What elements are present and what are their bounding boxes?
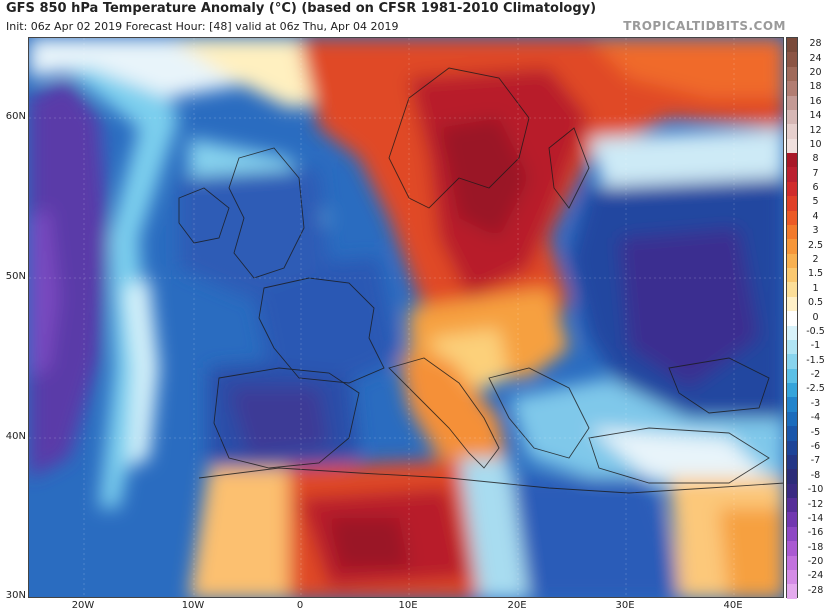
colorbar-segment bbox=[787, 239, 797, 254]
colorbar-segment bbox=[787, 81, 797, 96]
colorbar-segment bbox=[787, 224, 797, 240]
colorbar-tick-label: 18 bbox=[809, 81, 822, 93]
anomaly-map-canvas bbox=[29, 38, 783, 597]
colorbar-tick-label: -3 bbox=[810, 397, 821, 409]
colorbar-tick-label: 12 bbox=[809, 124, 822, 136]
lat-label-50n: 50N bbox=[5, 271, 26, 282]
lat-label-60n: 60N bbox=[5, 111, 26, 122]
colorbar-tick-label: -16 bbox=[807, 527, 824, 539]
lon-label-20w: 20W bbox=[71, 600, 95, 611]
colorbar-tick-label: 14 bbox=[809, 110, 822, 122]
colorbar-segment bbox=[787, 325, 797, 340]
colorbar-tick-label: 7 bbox=[812, 167, 819, 179]
colorbar-tick-label: 1 bbox=[812, 282, 819, 294]
colorbar-tick-label: 0 bbox=[812, 311, 819, 323]
colorbar-segment bbox=[787, 95, 797, 110]
colorbar-segment bbox=[787, 268, 797, 283]
lon-label-40e: 40E bbox=[723, 600, 743, 611]
colorbar-tick-label: -2.5 bbox=[806, 383, 825, 395]
colorbar-segment bbox=[787, 311, 797, 326]
colorbar-segment bbox=[787, 124, 797, 139]
colorbar-tick-label: 16 bbox=[809, 95, 822, 107]
colorbar-segment bbox=[787, 368, 797, 383]
colorbar-tick-label: 2.5 bbox=[807, 239, 824, 251]
colorbar-tick-label: 0.5 bbox=[807, 297, 824, 309]
colorbar-segment bbox=[787, 526, 797, 542]
colorbar-tick-label: -12 bbox=[807, 498, 824, 510]
colorbar-tick-label: -28 bbox=[807, 584, 824, 596]
lon-label-30e: 30E bbox=[615, 600, 635, 611]
colorbar-tick-label: -1.5 bbox=[806, 354, 825, 366]
colorbar-segment bbox=[787, 383, 797, 398]
lon-label-10e: 10E bbox=[398, 600, 418, 611]
colorbar-tick-label: 20 bbox=[809, 66, 822, 78]
colorbar-tick-label: 2 bbox=[812, 253, 819, 265]
colorbar-segment bbox=[787, 397, 797, 412]
colorbar-tick-label: -14 bbox=[807, 512, 824, 524]
colorbar-tick-label: -20 bbox=[807, 556, 824, 568]
map-title: GFS 850 hPa Temperature Anomaly (°C) (ba… bbox=[6, 1, 597, 16]
colorbar-tick-label: -5 bbox=[810, 426, 821, 438]
colorbar-segment bbox=[787, 483, 797, 498]
colorbar-segment bbox=[787, 66, 797, 82]
colorbar-segment bbox=[787, 469, 797, 484]
colorbar-tick-label: -2 bbox=[810, 369, 821, 381]
colorbar-tick-label: -8 bbox=[810, 469, 821, 481]
colorbar-segment bbox=[787, 210, 797, 225]
colorbar-segment bbox=[787, 440, 797, 455]
colorbar-segment bbox=[787, 52, 797, 67]
site-brand: TROPICALTIDBITS.COM bbox=[623, 19, 786, 33]
colorbar-legend bbox=[786, 37, 798, 599]
colorbar-tick-label: 6 bbox=[812, 182, 819, 194]
colorbar-segment bbox=[787, 109, 797, 125]
colorbar-segment bbox=[787, 569, 797, 585]
colorbar-segment bbox=[787, 167, 797, 182]
colorbar-tick-label: -7 bbox=[810, 455, 821, 467]
colorbar-tick-label: 1.5 bbox=[807, 268, 824, 280]
colorbar-segment bbox=[787, 584, 797, 599]
colorbar-segment bbox=[787, 253, 797, 268]
colorbar-tick-label: 24 bbox=[809, 52, 822, 64]
colorbar-segment bbox=[787, 512, 797, 527]
colorbar-tick-label: -0.5 bbox=[806, 325, 825, 337]
colorbar-tick-label: -6 bbox=[810, 440, 821, 452]
colorbar-tick-label: 3 bbox=[812, 225, 819, 237]
colorbar-tick-label: -4 bbox=[810, 412, 821, 424]
lon-label-20e: 20E bbox=[507, 600, 527, 611]
colorbar-segment bbox=[787, 498, 797, 513]
lat-label-40n: 40N bbox=[5, 431, 26, 442]
colorbar-tick-label: -24 bbox=[807, 570, 824, 582]
colorbar-segment bbox=[787, 38, 797, 53]
run-info: Init: 06z Apr 02 2019 Forecast Hour: [48… bbox=[6, 20, 399, 33]
colorbar-segment bbox=[787, 296, 797, 312]
colorbar-segment bbox=[787, 339, 797, 355]
colorbar-tick-label: 28 bbox=[809, 38, 822, 50]
colorbar-tick-label: 8 bbox=[812, 153, 819, 165]
colorbar-segment bbox=[787, 541, 797, 556]
colorbar-segment bbox=[787, 153, 797, 168]
colorbar-tick-label: -1 bbox=[810, 340, 821, 352]
anomaly-map bbox=[28, 37, 784, 598]
lon-label-0: 0 bbox=[296, 600, 304, 611]
colorbar-segment bbox=[787, 454, 797, 470]
colorbar-tick-label: 10 bbox=[809, 138, 822, 150]
colorbar-segment bbox=[787, 426, 797, 441]
colorbar-segment bbox=[787, 196, 797, 211]
colorbar-tick-label: -10 bbox=[807, 484, 824, 496]
colorbar-segment bbox=[787, 555, 797, 570]
colorbar-tick-label: 5 bbox=[812, 196, 819, 208]
colorbar-tick-label: 4 bbox=[812, 210, 819, 222]
lon-label-10w: 10W bbox=[181, 600, 205, 611]
colorbar-segment bbox=[787, 354, 797, 369]
colorbar-segment bbox=[787, 138, 797, 153]
colorbar-segment bbox=[787, 282, 797, 297]
colorbar-segment bbox=[787, 411, 797, 427]
colorbar-segment bbox=[787, 181, 797, 197]
lat-label-30n: 30N bbox=[5, 590, 26, 601]
colorbar-tick-label: -18 bbox=[807, 541, 824, 553]
